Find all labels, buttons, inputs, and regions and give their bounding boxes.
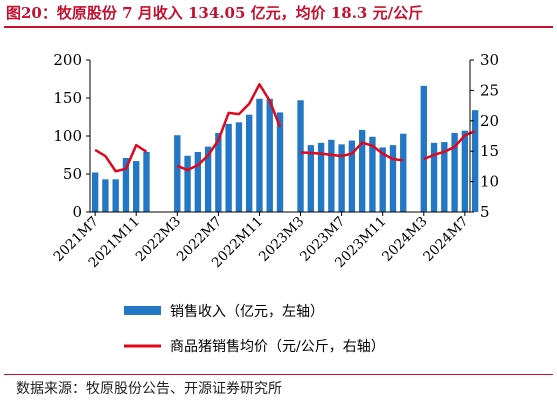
bar-2023M5 bbox=[317, 142, 325, 212]
bar-2022M6 bbox=[204, 146, 212, 212]
bar-2021M10 bbox=[122, 158, 130, 212]
y-left-tick-0: 0 bbox=[72, 203, 82, 221]
bar-2024M4 bbox=[430, 142, 438, 212]
bar-2023M10 bbox=[369, 136, 376, 212]
bar-2021M8 bbox=[102, 179, 109, 212]
bar-2023M11 bbox=[379, 147, 386, 212]
bar-2023M6 bbox=[328, 139, 335, 212]
bar-2023M3 bbox=[297, 100, 304, 212]
y-left-tick-150: 150 bbox=[53, 89, 82, 107]
x-tick-2024M7: 2024M7 bbox=[420, 214, 471, 265]
line-series-group bbox=[94, 83, 476, 173]
source-note: 数据来源：牧原股份公告、开源证券研究所 bbox=[16, 381, 282, 397]
bar-2022M12 bbox=[266, 98, 273, 212]
chart-svg: 050100150200510152025302021M72021M112022… bbox=[50, 51, 499, 355]
bar-2024M7 bbox=[461, 130, 469, 212]
y-left-tick-50: 50 bbox=[63, 165, 82, 183]
bar-2022M11 bbox=[256, 98, 263, 212]
y-right-tick-20: 20 bbox=[480, 112, 499, 130]
y-left-tick-100: 100 bbox=[53, 127, 82, 145]
bar-2024M5 bbox=[441, 142, 448, 212]
bar-2021M12 bbox=[143, 151, 150, 212]
bar-2023M1 bbox=[276, 112, 284, 212]
bar-2022M3 bbox=[174, 135, 181, 212]
bar-2021M7 bbox=[91, 172, 99, 212]
chart-title: 图20：牧原股份 7 月收入 134.05 亿元，均价 18.3 元/公斤 bbox=[6, 4, 424, 22]
bar-2022M9 bbox=[235, 122, 243, 212]
bar-series-group bbox=[91, 85, 479, 212]
legend: 销售收入（亿元，左轴） 商品猪销售均价（元/公斤，右轴） bbox=[124, 304, 385, 355]
bar-2022M7 bbox=[215, 132, 222, 212]
bar-2021M9 bbox=[112, 179, 119, 212]
bar-2023M8 bbox=[348, 140, 356, 212]
bar-2021M11 bbox=[133, 161, 140, 212]
bar-2024M1 bbox=[400, 133, 407, 212]
y-right-tick-25: 25 bbox=[480, 81, 499, 99]
bar-2022M10 bbox=[246, 114, 253, 212]
bar-2023M12 bbox=[389, 145, 397, 212]
legend-label-bar: 销售收入（亿元，左轴） bbox=[170, 304, 324, 320]
bar-2024M6 bbox=[451, 132, 458, 212]
bar-undefined bbox=[471, 110, 479, 212]
bar-2022M5 bbox=[194, 151, 202, 212]
y-right-tick-30: 30 bbox=[480, 51, 499, 69]
y-right-tick-5: 5 bbox=[480, 203, 490, 221]
y-right-tick-15: 15 bbox=[480, 142, 499, 160]
y-right-tick-10: 10 bbox=[480, 173, 499, 191]
title-divider bbox=[4, 26, 553, 28]
source-divider bbox=[4, 374, 553, 375]
bar-2022M4 bbox=[184, 155, 191, 212]
bar-2023M4 bbox=[307, 145, 314, 212]
bar-2022M8 bbox=[225, 123, 232, 212]
bar-2023M7 bbox=[338, 144, 345, 212]
price-line-segment-1 bbox=[176, 83, 282, 172]
price-line-segment-2 bbox=[300, 141, 404, 162]
price-line-segment-3 bbox=[423, 129, 476, 161]
bar-2024M3 bbox=[420, 85, 427, 212]
price-line-segment-0 bbox=[94, 143, 148, 173]
legend-swatch-bar bbox=[124, 306, 161, 315]
legend-label-line: 商品猪销售均价（元/公斤，右轴） bbox=[170, 339, 385, 355]
y-left-tick-200: 200 bbox=[53, 51, 82, 69]
bar-2023M9 bbox=[358, 129, 366, 212]
